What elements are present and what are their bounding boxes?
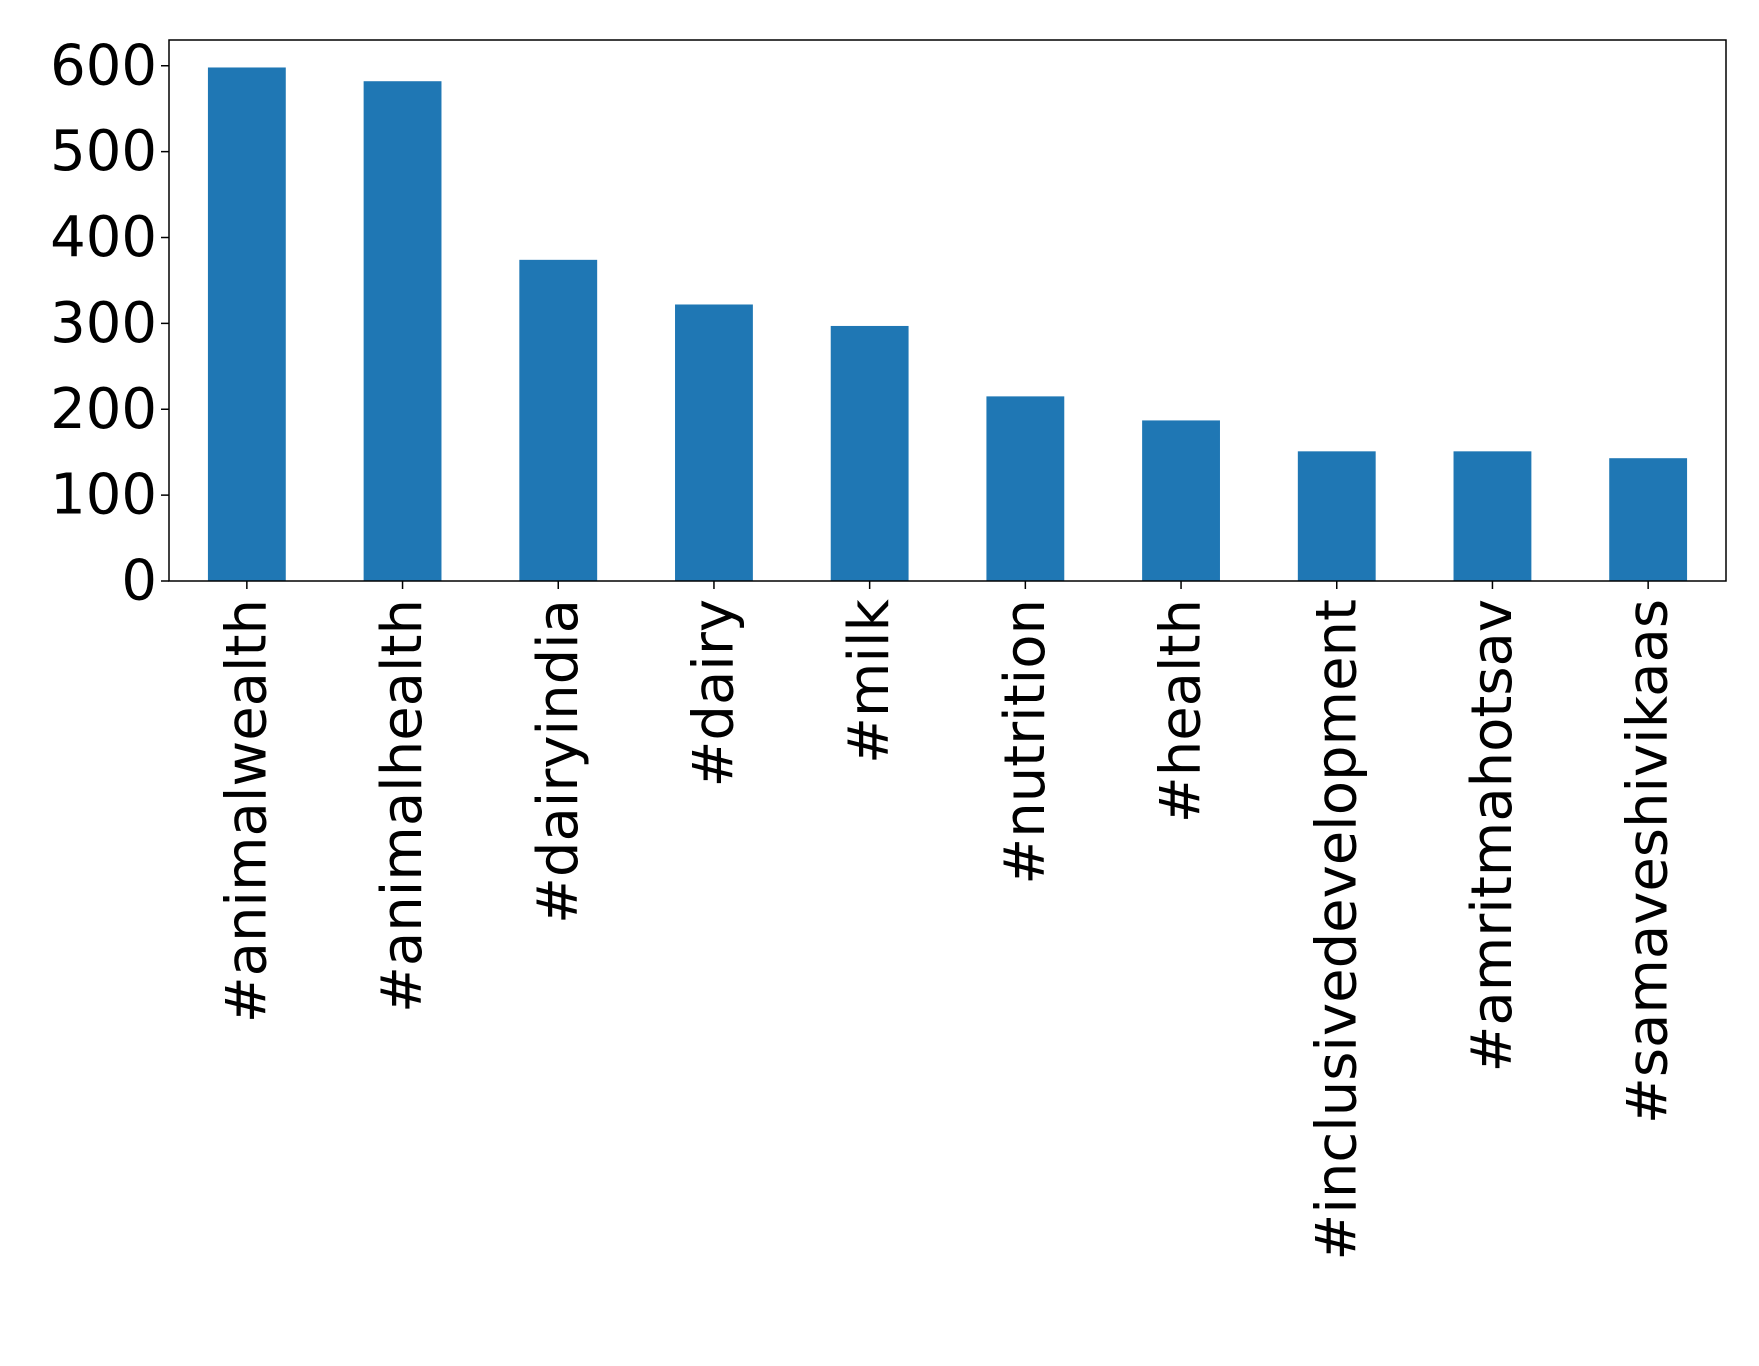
y-tick-label: 400	[50, 205, 157, 270]
bars-group	[207, 67, 1688, 581]
bar	[675, 304, 753, 581]
bar	[207, 67, 286, 581]
x-tick-label: #inclusivedevelopment	[1304, 599, 1369, 1261]
y-tick-label: 100	[50, 463, 157, 528]
y-tick-label: 200	[50, 377, 157, 442]
x-tick-label: #amritmahotsav	[1460, 599, 1525, 1073]
bar	[1453, 451, 1532, 581]
bar	[363, 81, 442, 581]
x-tick-label: #nutrition	[993, 599, 1058, 885]
x-tick-label: #dairy	[681, 599, 746, 788]
bar	[830, 325, 909, 581]
x-tick-label: #samaveshivikaas	[1616, 599, 1681, 1124]
bar	[1297, 451, 1376, 581]
y-tick-label: 0	[121, 549, 157, 614]
x-tick-label: #animalhealth	[370, 599, 435, 1013]
plot-frame	[168, 39, 1727, 582]
x-tick-label: #dairyindia	[526, 599, 591, 924]
bar	[519, 259, 598, 581]
bar	[1609, 458, 1688, 581]
x-tick-label: #health	[1149, 599, 1214, 823]
x-tick-label: #animalwealth	[214, 599, 279, 1023]
x-tick-label: #milk	[837, 598, 902, 764]
bar	[1142, 420, 1220, 581]
y-tick-label: 500	[50, 119, 157, 184]
y-tick-label: 600	[50, 33, 157, 98]
bar	[986, 396, 1065, 581]
y-tick-label: 300	[50, 291, 157, 356]
y-axis: 0 100 200 300 400 500 600	[50, 33, 169, 614]
x-axis: #animalwealth #animalhealth #dairyindia #da…	[214, 581, 1681, 1261]
